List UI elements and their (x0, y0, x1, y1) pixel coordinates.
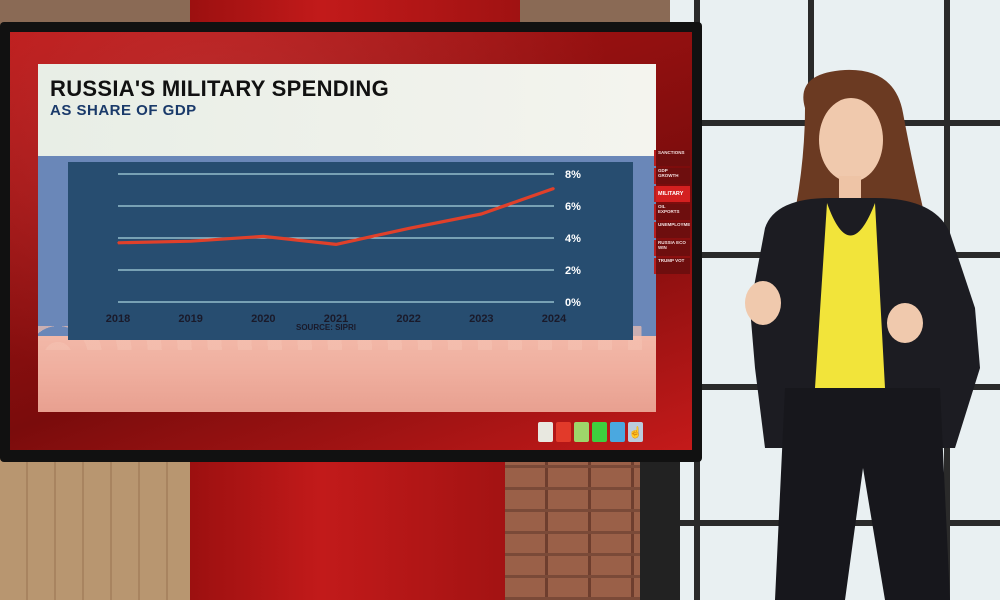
plot-area (68, 162, 633, 340)
monitor-screen: RUSSIA'S MILITARY SPENDING AS SHARE OF G… (10, 32, 692, 450)
color-swatch-bar: ☝ (538, 422, 643, 442)
nav-item-sanctions[interactable]: SANCTIONS (654, 150, 690, 166)
data-point (335, 243, 337, 246)
data-point (262, 235, 265, 238)
nav-item-russia-eco-win[interactable]: RUSSIA ECO WIN (654, 240, 690, 256)
x-tick-label: 2019 (178, 313, 202, 325)
touchscreen-monitor: RUSSIA'S MILITARY SPENDING AS SHARE OF G… (0, 22, 702, 462)
line-chart: 0% 2% 4% 6% 8% 2018 2019 2020 2021 2022 2023 2024 SO… (68, 162, 633, 340)
y-tick-label: 2% (565, 265, 581, 277)
chart-title: RUSSIA'S MILITARY SPENDING (50, 76, 389, 101)
nav-item-oil-exports[interactable]: OIL EXPORTS (654, 204, 690, 220)
x-tick-label: 2020 (251, 313, 275, 325)
data-point (407, 227, 410, 230)
data-point (480, 213, 483, 215)
color-swatch[interactable] (592, 422, 607, 442)
x-tick-label: 2023 (469, 313, 493, 325)
x-tick-label: 2022 (396, 313, 420, 325)
hand-pointer-icon[interactable]: ☝ (628, 422, 643, 442)
color-swatch[interactable] (574, 422, 589, 442)
x-tick-label: 2018 (106, 313, 130, 325)
wood-panel (0, 440, 200, 600)
color-swatch[interactable] (538, 422, 553, 442)
presenter (745, 69, 980, 600)
x-tick-label: 2024 (542, 313, 567, 325)
y-tick-label: 8% (565, 169, 581, 181)
nav-item-gdp-growth[interactable]: GDP GROWTH (654, 168, 690, 184)
nav-item-military[interactable]: MILITARY (654, 186, 690, 202)
topic-nav: SANCTIONS GDP GROWTH MILITARY OIL EXPORTS UN… (654, 150, 690, 276)
data-point (553, 187, 555, 190)
data-point (117, 242, 119, 244)
source-label: SOURCE: SIPRI (296, 323, 356, 332)
y-tick-label: 0% (565, 297, 581, 309)
color-swatch[interactable] (610, 422, 625, 442)
y-tick-label: 4% (565, 233, 581, 245)
data-point (189, 240, 192, 242)
x-tick-label: 2021 (324, 313, 348, 325)
y-tick-label: 6% (565, 201, 581, 213)
color-swatch[interactable] (556, 422, 571, 442)
nav-item-trump-vot[interactable]: TRUMP VOT (654, 258, 690, 274)
nav-item-unemployment[interactable]: UNEMPLOYMENT (654, 222, 690, 238)
chart-subtitle: AS SHARE OF GDP (50, 102, 197, 119)
